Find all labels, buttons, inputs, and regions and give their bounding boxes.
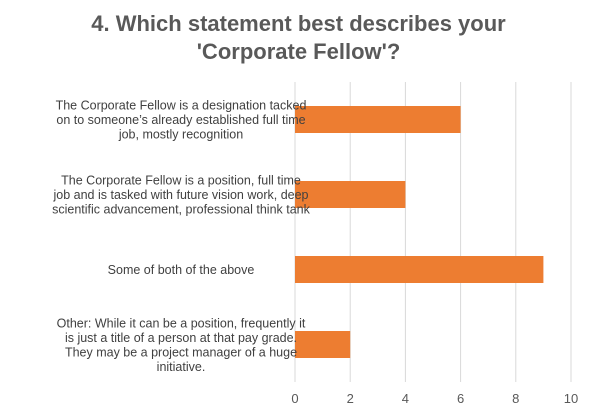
chart-title: 4. Which statement best describes your '… (0, 10, 597, 66)
x-tick-label: 6 (457, 391, 464, 406)
x-tick-label: 4 (402, 391, 409, 406)
x-tick-label: 2 (347, 391, 354, 406)
category-label-line: Some of both of the above (108, 263, 255, 277)
category-label-2: Some of both of the above (108, 263, 255, 277)
bar-0 (295, 106, 461, 133)
chart-title-line-2: 'Corporate Fellow'? (196, 39, 401, 64)
category-label-line: The Corporate Fellow is a position, full… (61, 174, 301, 188)
category-label-line: scientific advancement, professional thi… (52, 203, 311, 217)
category-label-1: The Corporate Fellow is a position, full… (52, 174, 311, 217)
category-label-line: is just a title of a person at that pay … (65, 331, 297, 345)
bar-1 (295, 181, 406, 208)
category-label-line: on to someone’s already established full… (56, 113, 305, 127)
category-label-line: job, mostly recognition (118, 128, 243, 142)
category-label-line: They may be a project manager of a huge (65, 345, 297, 359)
category-label-line: job and is tasked with future vision wor… (53, 188, 309, 202)
x-tick-label: 8 (512, 391, 519, 406)
category-label-3: Other: While it can be a position, frequ… (57, 316, 306, 374)
category-label-line: Other: While it can be a position, frequ… (57, 316, 306, 330)
category-label-line: initiative. (157, 360, 206, 374)
category-label-0: The Corporate Fellow is a designation ta… (56, 99, 307, 142)
chart-title-line-1: 4. Which statement best describes your (91, 11, 506, 36)
x-tick-label: 0 (291, 391, 298, 406)
x-tick-label: 10 (564, 391, 578, 406)
category-label-line: The Corporate Fellow is a designation ta… (56, 99, 307, 113)
bar-2 (295, 256, 544, 283)
bar-3 (295, 331, 351, 358)
